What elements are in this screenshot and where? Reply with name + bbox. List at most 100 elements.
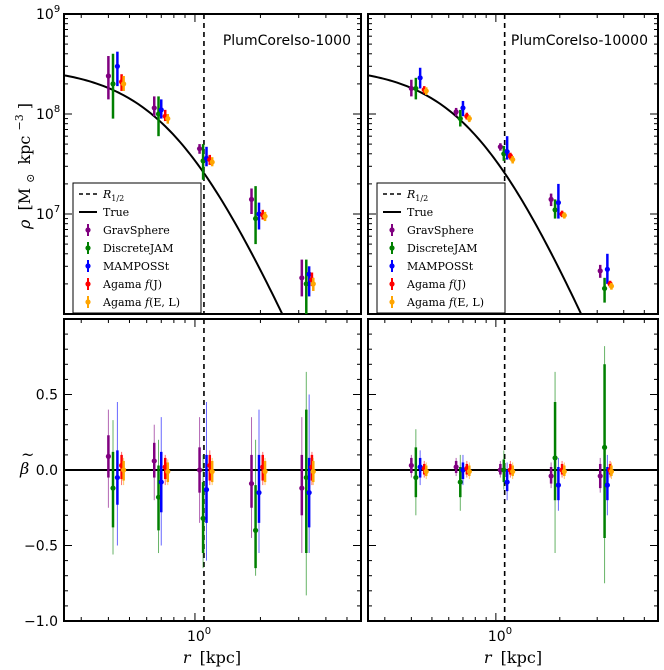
- series-agama-f-e-l-: [423, 462, 615, 480]
- legend-marker-dot: [85, 245, 91, 251]
- y-axis-label-beta: β ~: [19, 445, 34, 478]
- series-agama-f-e-l-: [121, 75, 316, 291]
- data-point: [256, 490, 262, 496]
- data-point: [209, 468, 215, 475]
- legend-marker-dot: [389, 245, 395, 251]
- x-tick-label: 100: [187, 626, 211, 645]
- x-tick-label: 100: [488, 626, 512, 645]
- series-mamposst: [114, 394, 312, 561]
- data-point: [552, 455, 558, 461]
- rho-units-open: [M: [15, 188, 34, 211]
- data-point: [597, 268, 603, 274]
- data-point: [155, 111, 162, 117]
- data-point: [121, 81, 127, 87]
- data-point: [110, 81, 116, 87]
- rho-units-kpc: kpc: [15, 136, 34, 165]
- plot-content: [368, 14, 615, 314]
- legend-label: DiscreteJAM: [103, 242, 173, 255]
- data-point: [608, 468, 615, 475]
- data-point: [196, 146, 203, 152]
- data-point: [310, 281, 316, 287]
- r-symbol: r: [183, 648, 192, 667]
- data-point: [504, 479, 510, 485]
- data-point: [504, 149, 510, 155]
- data-point: [417, 464, 423, 470]
- panel-frame: [367, 13, 659, 315]
- data-point: [209, 159, 215, 165]
- data-point: [151, 458, 157, 464]
- legend-label: Agama f(J): [102, 278, 162, 291]
- legend: R1/2 True GravSphere DiscreteJAM MAMPOSSt Aga…: [376, 182, 506, 314]
- x-ticks: [80, 319, 348, 621]
- data-point: [303, 474, 309, 481]
- data-point: [121, 467, 127, 473]
- legend-label-true: True: [407, 206, 433, 219]
- rho-units-sun: ⊙: [24, 174, 37, 183]
- data-point: [203, 487, 210, 493]
- data-point: [555, 200, 562, 206]
- data-point: [548, 473, 554, 479]
- data-point: [413, 85, 419, 92]
- y-tick-label: 108: [36, 104, 60, 123]
- y-tick-label: −1.0: [24, 614, 58, 630]
- plot-content: [64, 319, 361, 621]
- data-point: [196, 467, 203, 473]
- panel-title: PlumCoreIso-1000: [223, 33, 351, 49]
- legend-box: [72, 182, 202, 314]
- data-point: [105, 453, 111, 460]
- data-point: [158, 107, 164, 113]
- data-point: [158, 479, 164, 485]
- data-point: [110, 485, 116, 491]
- data-point: [303, 281, 309, 287]
- data-point: [597, 473, 603, 479]
- plot-area: −1.0 −0.5 0.0 0.5 100: [24, 318, 361, 645]
- legend-label: GravSphere: [407, 224, 474, 237]
- legend: R1/2 True GravSphere DiscreteJAM MAMPOSSt Aga…: [72, 182, 202, 314]
- data-point: [252, 215, 259, 222]
- data-point: [114, 474, 121, 481]
- panel-anisotropy-10000: 100: [367, 318, 659, 645]
- y-ticks: [368, 18, 658, 315]
- data-point: [601, 444, 608, 450]
- data-point: [423, 468, 429, 475]
- series-gravsphere: [105, 56, 305, 297]
- data-point: [497, 144, 503, 150]
- plot-content: [368, 319, 658, 621]
- rho-units-close: ]: [15, 103, 34, 109]
- svg-text:ρ [M ⊙ kpc: ρ [M ⊙ kpc −3 ]: [8, 103, 38, 230]
- x-axis-label-right: r [kpc]: [484, 648, 542, 667]
- data-point: [165, 468, 171, 475]
- data-point: [151, 105, 157, 111]
- legend-label: GravSphere: [103, 224, 170, 237]
- legend-marker-dot: [85, 299, 91, 305]
- legend-label: MAMPOSSt: [103, 260, 170, 273]
- data-point: [162, 464, 168, 470]
- beta-tilde: ~: [21, 445, 34, 464]
- data-point: [601, 285, 608, 292]
- data-point: [306, 490, 312, 496]
- rho-symbol: ρ: [15, 219, 34, 230]
- data-point: [417, 75, 423, 81]
- data-point: [155, 494, 162, 500]
- r-units: [kpc]: [501, 648, 542, 667]
- series-agama-f-e-l-: [423, 87, 615, 290]
- svg-text:r [kpc]: r [kpc]: [484, 648, 542, 667]
- plot-area: 107 108 109: [36, 4, 361, 315]
- data-point: [262, 213, 268, 219]
- series-discretejam: [110, 53, 309, 314]
- series-gravsphere: [408, 79, 603, 278]
- data-point: [413, 474, 419, 481]
- legend-marker-dot: [389, 263, 395, 269]
- r-symbol: r: [484, 648, 493, 667]
- data-point: [552, 207, 558, 213]
- legend-label: Agama f(E, L): [102, 296, 180, 309]
- legend-marker-dot: [389, 227, 395, 233]
- data-point: [608, 283, 615, 289]
- data-point: [561, 212, 567, 218]
- data-point: [466, 115, 472, 122]
- data-point: [457, 115, 463, 122]
- data-point: [457, 479, 463, 485]
- series-discretejam: [413, 77, 608, 303]
- data-point: [114, 63, 121, 69]
